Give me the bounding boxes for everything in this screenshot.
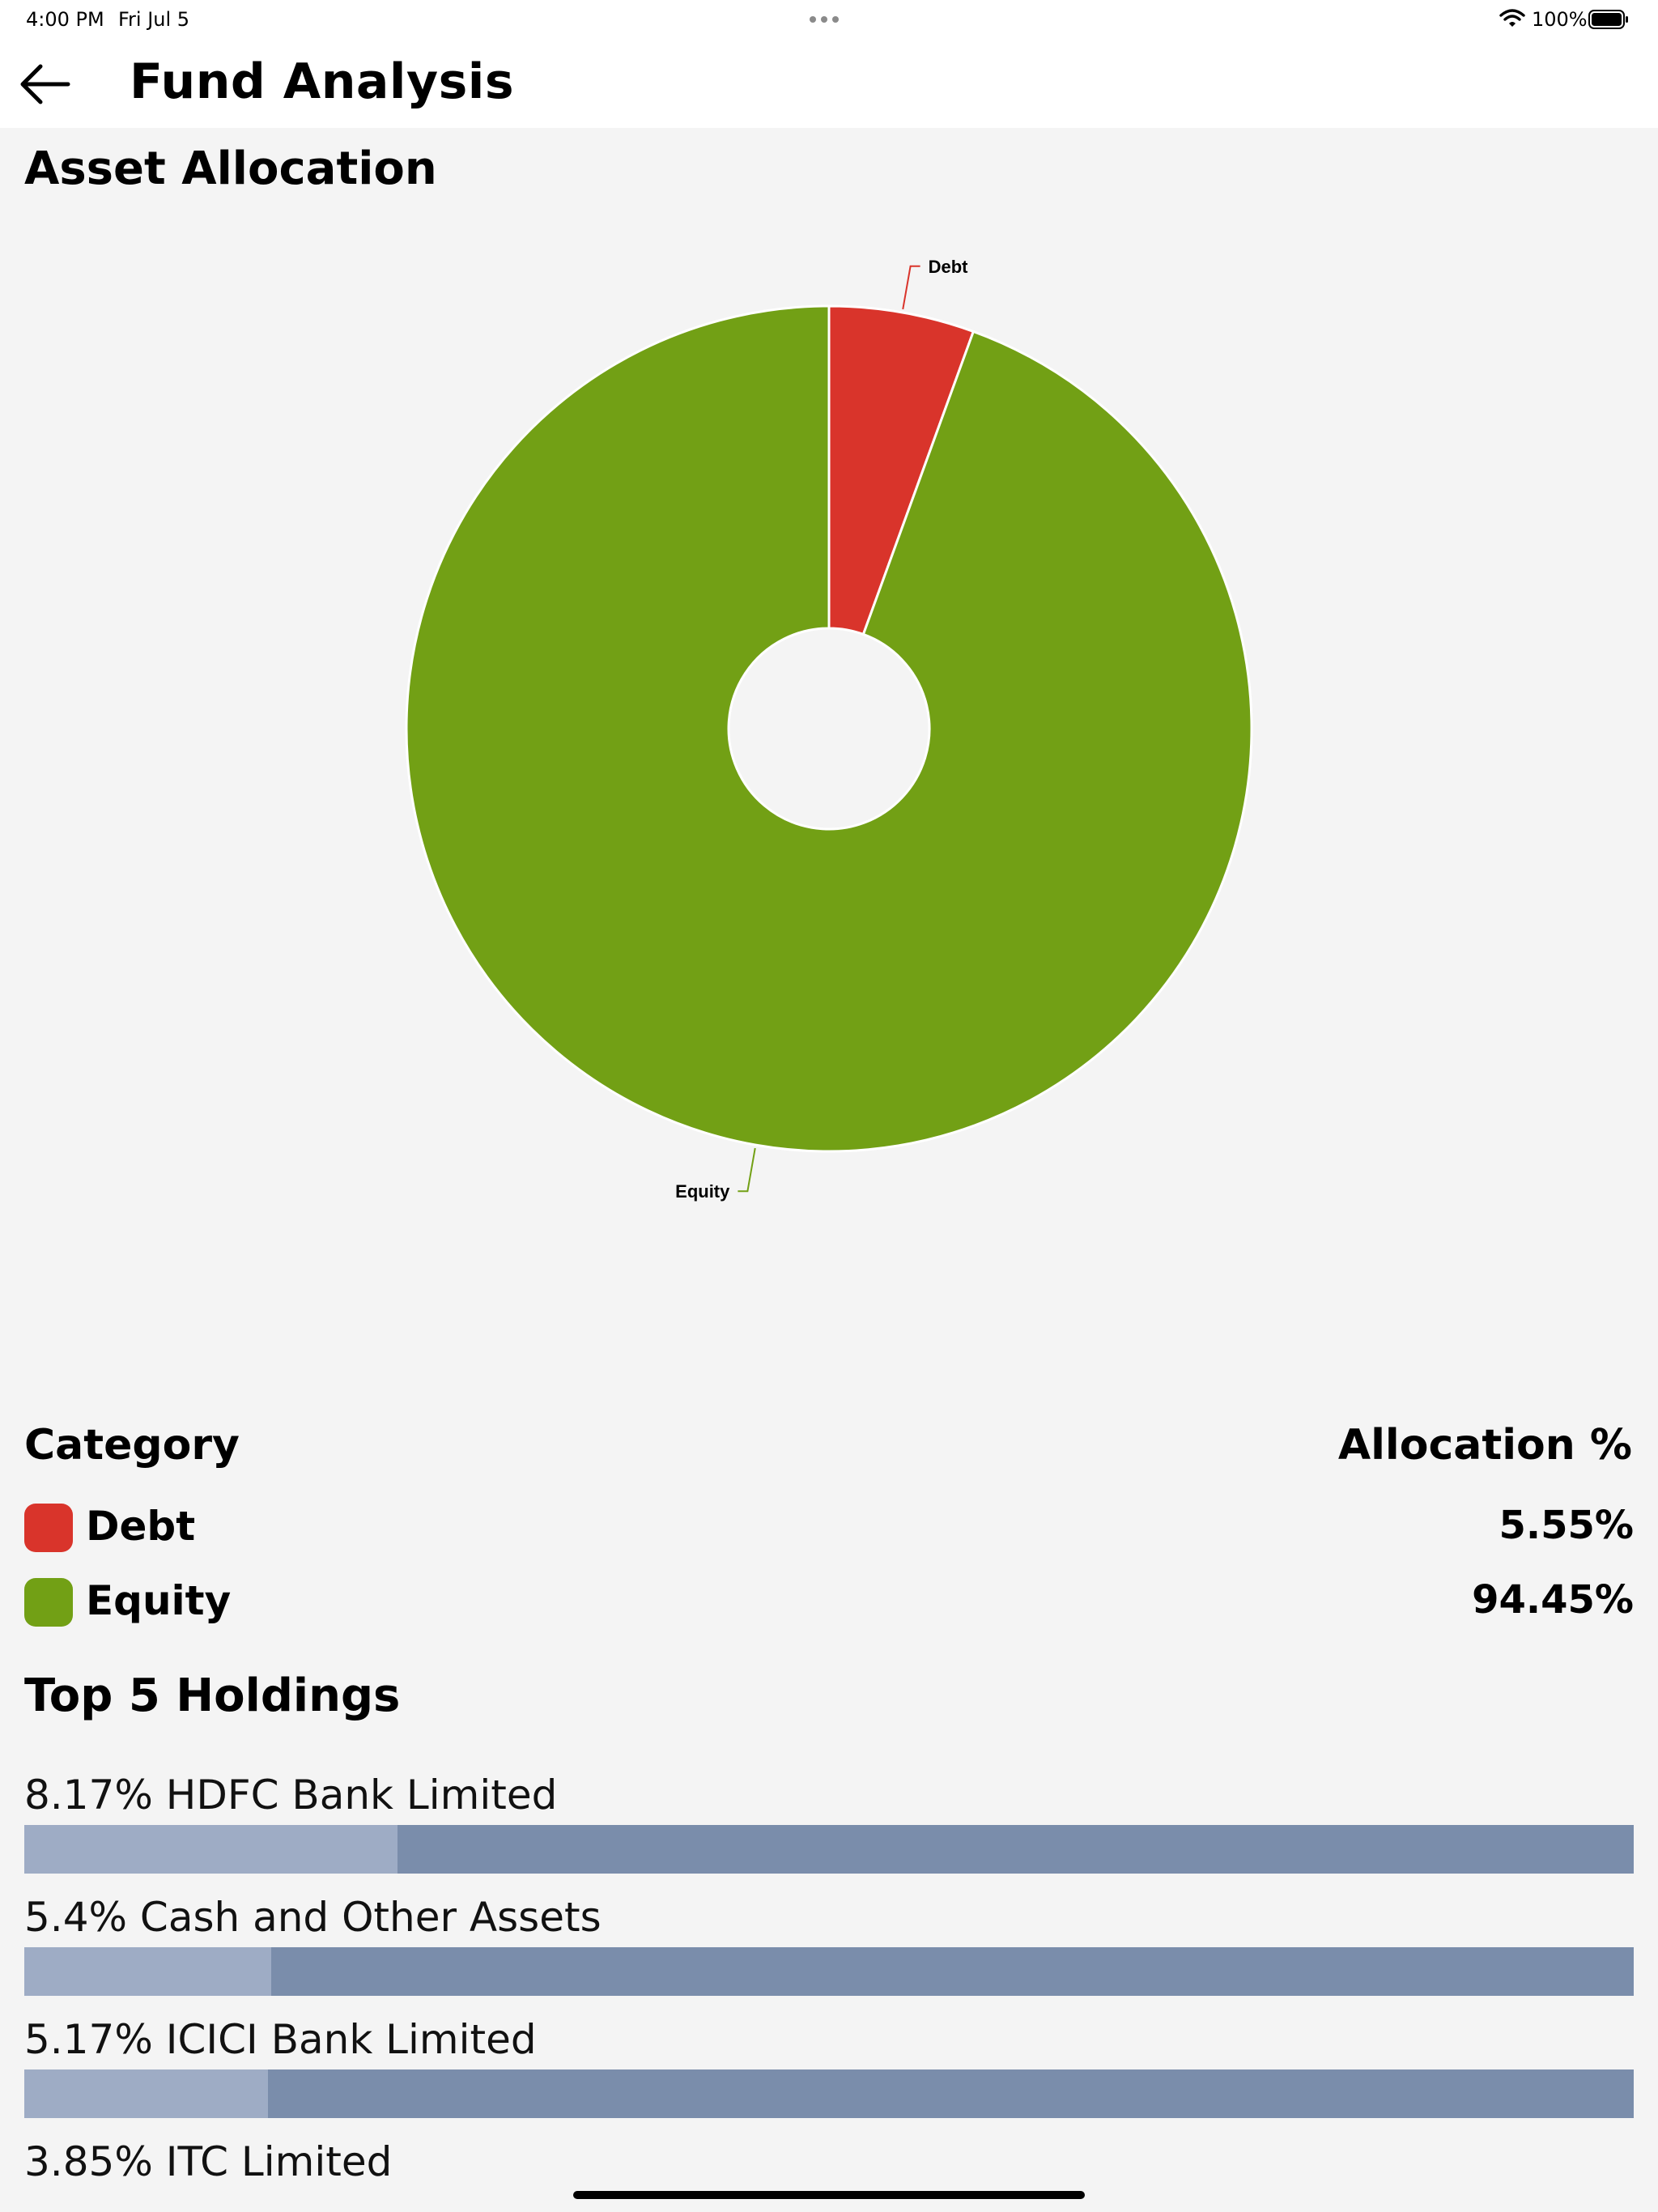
holding-label: 8.17% HDFC Bank Limited: [24, 1772, 558, 1819]
legend-row-debt: Debt 5.55%: [24, 1499, 1634, 1556]
holding-label: 3.85% ITC Limited: [24, 2138, 393, 2179]
status-date: Fri Jul 5: [118, 8, 190, 31]
holding-label: 5.4% Cash and Other Assets: [24, 1894, 602, 1941]
holding-progress-bar: [24, 1825, 1634, 1874]
leader-line-debt: [902, 265, 920, 310]
asset-allocation-donut-chart: Debt Equity: [405, 257, 1253, 1202]
page-title: Fund Analysis: [130, 53, 515, 110]
holding-item: 8.17% HDFC Bank Limited: [24, 1772, 1634, 1893]
category-column-header: Category: [24, 1421, 240, 1470]
home-indicator[interactable]: [573, 2191, 1085, 2199]
holding-item: 3.85% ITC Limited: [24, 2138, 1634, 2179]
leader-line-equity: [738, 1147, 756, 1193]
navigation-bar: Fund Analysis: [0, 42, 1658, 128]
allocation-column-header: Allocation %: [1337, 1421, 1632, 1470]
slice-label-debt: Debt: [929, 257, 969, 277]
holding-item: 5.17% ICICI Bank Limited: [24, 2016, 1634, 2138]
holding-progress-fill: [24, 2069, 268, 2118]
legend-row-equity: Equity 94.45%: [24, 1574, 1634, 1631]
top-holdings-title: Top 5 Holdings: [24, 1670, 401, 1722]
holding-progress-fill: [24, 1825, 397, 1874]
equity-color-swatch: [24, 1578, 73, 1627]
multitasking-dots-icon[interactable]: [810, 10, 839, 23]
slice-label-equity: Equity: [675, 1181, 730, 1202]
pie-slice-debt: [827, 304, 976, 636]
battery-percentage: 100%: [1532, 8, 1588, 31]
battery-icon: [1588, 10, 1628, 29]
holding-progress-bar: [24, 1947, 1634, 1996]
legend-label: Equity: [86, 1577, 232, 1624]
back-arrow-icon[interactable]: [15, 60, 73, 108]
holding-progress-fill: [24, 1947, 272, 1996]
legend-value: 94.45%: [1472, 1577, 1634, 1623]
holding-item: 5.4% Cash and Other Assets: [24, 1894, 1634, 2015]
debt-color-swatch: [24, 1504, 73, 1552]
status-bar: 4:00 PM Fri Jul 5 100%: [0, 0, 1658, 42]
legend-value: 5.55%: [1499, 1503, 1634, 1548]
holding-label: 5.17% ICICI Bank Limited: [24, 2016, 537, 2063]
wifi-icon: [1499, 9, 1525, 27]
pie-slice-equity: [405, 304, 1253, 1153]
holding-progress-bar: [24, 2069, 1634, 2118]
status-time: 4:00 PM: [26, 8, 104, 31]
asset-allocation-title: Asset Allocation: [24, 143, 437, 195]
legend-label: Debt: [86, 1503, 196, 1550]
